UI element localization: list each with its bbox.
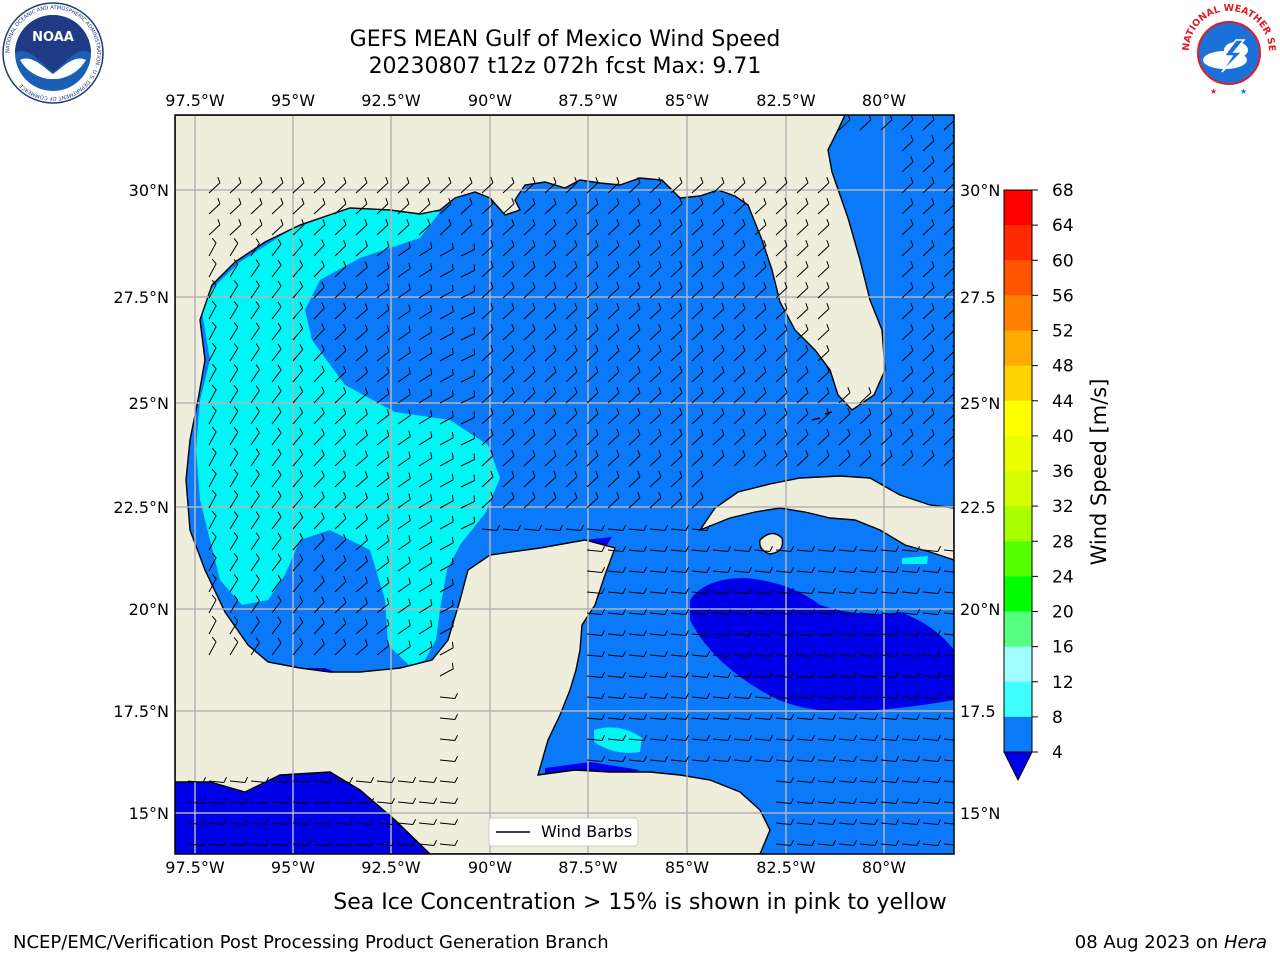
lat-label: 22.5°N — [113, 498, 169, 517]
lat-label: 27.5°N — [113, 288, 169, 307]
footer-host: Hera — [1223, 932, 1267, 953]
ocean-wind-8-12-patch — [902, 556, 928, 564]
map-frame — [174, 114, 955, 855]
nws-logo: NATIONAL WEATHER SERVICE ★ ★ — [1178, 0, 1278, 100]
colorbar-band — [1004, 716, 1032, 753]
legend-label: Wind Barbs — [541, 822, 632, 841]
map-subtitle-forecast: 20230807 t12z 072h fcst Max: 9.71 — [368, 54, 762, 79]
colorbar-tick-label: 20 — [1052, 603, 1074, 623]
lon-labels-bottom: 97.5°W 95°W 92.5°W 90°W 87.5°W 85°W 82.5… — [165, 858, 906, 877]
lon-label: 95°W — [271, 858, 315, 877]
lat-label: 20°N — [960, 600, 1000, 619]
lat-label: 25°N — [960, 394, 1000, 413]
colorbar-band — [1004, 260, 1032, 296]
map-title: GEFS MEAN Gulf of Mexico Wind Speed — [349, 27, 781, 52]
colorbar-band — [1004, 541, 1032, 577]
colorbar-tick-label: 36 — [1052, 462, 1074, 482]
colorbar-extend — [1003, 751, 1033, 782]
colorbar-band — [1004, 400, 1032, 437]
colorbar-tick-label: 48 — [1052, 357, 1074, 377]
svg-text:★: ★ — [1240, 87, 1247, 96]
colorbar-label: Wind Speed [m/s] — [1087, 379, 1111, 566]
lat-label: 15°N — [129, 804, 169, 823]
map-area — [175, 115, 954, 854]
colorbar-tick-label: 56 — [1052, 286, 1074, 306]
lon-label: 92.5°W — [361, 858, 421, 877]
lon-labels-top: 97.5°W 95°W 92.5°W 90°W 87.5°W 85°W 82.5… — [165, 91, 906, 110]
wind-barb-paths — [187, 115, 954, 846]
lat-label: 15°N — [960, 804, 1000, 823]
lon-label: 82.5°W — [756, 858, 816, 877]
colorbar-tick-label: 16 — [1052, 638, 1074, 658]
lat-labels-right: 30°N 27.5 25°N 22.5 20°N 17.5 15°N — [960, 181, 1000, 823]
colorbar-tick-label: 4 — [1052, 743, 1063, 763]
colorbar-tick-label: 44 — [1052, 392, 1074, 412]
lon-label: 87.5°W — [558, 858, 618, 877]
noaa-logo-text: NOAA — [32, 30, 74, 45]
colorbar-tick-label: 68 — [1052, 181, 1074, 201]
colorbar-band — [1004, 190, 1032, 226]
land-cuba — [698, 475, 954, 561]
sea-ice-note: Sea Ice Concentration > 15% is shown in … — [333, 890, 947, 915]
lat-label: 30°N — [129, 181, 169, 200]
lon-label: 95°W — [271, 91, 315, 110]
colorbar: 68 64 60 56 52 48 44 40 36 32 28 24 20 16 12 8 4 — [1003, 181, 1074, 782]
colorbar-tick-label: 28 — [1052, 532, 1074, 552]
lat-labels-left: 30°N 27.5°N 25°N 22.5°N 20°N 17.5°N 15°N — [113, 181, 169, 823]
lon-label: 80°W — [862, 858, 906, 877]
map-grid — [175, 115, 954, 854]
footer-credit: NCEP/EMC/Verification Post Processing Pr… — [13, 932, 609, 953]
lat-label: 30°N — [960, 181, 1000, 200]
colorbar-tick-label: 60 — [1052, 251, 1074, 271]
lon-label: 80°W — [862, 91, 906, 110]
colorbar-tick-label: 52 — [1052, 322, 1074, 342]
lon-label: 90°W — [468, 91, 512, 110]
noaa-logo: NATIONAL OCEANIC AND ATMOSPHERIC ADMINIS… — [2, 2, 104, 104]
lat-label: 20°N — [129, 600, 169, 619]
land-isle-of-youth — [759, 532, 784, 555]
lon-label: 87.5°W — [558, 91, 618, 110]
lon-label: 85°W — [665, 858, 709, 877]
lon-label: 85°W — [665, 91, 709, 110]
ocean-wind-lt4-zone — [690, 578, 954, 712]
colorbar-band — [1004, 295, 1032, 331]
colorbar-tick-label: 64 — [1052, 216, 1074, 236]
colorbar-band — [1004, 435, 1032, 472]
lat-label: 17.5 — [960, 702, 996, 721]
colorbar-band — [1004, 646, 1032, 683]
lon-label: 92.5°W — [361, 91, 421, 110]
lon-label: 97.5°W — [165, 858, 225, 877]
colorbar-tick-label: 8 — [1052, 708, 1063, 728]
colorbar-band — [1004, 330, 1032, 367]
svg-text:★: ★ — [1210, 87, 1217, 96]
colorbar-band — [1004, 506, 1032, 542]
colorbar-band — [1004, 611, 1032, 648]
wind-barbs-legend: Wind Barbs — [488, 817, 639, 847]
colorbar-tick-label: 40 — [1052, 427, 1074, 447]
colorbar-band — [1004, 681, 1032, 718]
colorbar-band — [1004, 365, 1032, 402]
lon-label: 90°W — [468, 858, 512, 877]
lat-label: 27.5 — [960, 288, 996, 307]
lat-label: 25°N — [129, 394, 169, 413]
colorbar-band — [1004, 225, 1032, 261]
wind-barbs — [187, 115, 954, 846]
lon-label: 82.5°W — [756, 91, 816, 110]
colorbar-band — [1004, 576, 1032, 612]
lon-label: 97.5°W — [165, 91, 225, 110]
ocean-wind-8-12-zone — [196, 208, 500, 666]
colorbar-band — [1004, 471, 1032, 507]
footer-date: 08 Aug 2023 on Hera — [1074, 932, 1267, 953]
lat-label: 22.5 — [960, 498, 996, 517]
colorbar-tick-label: 24 — [1052, 567, 1074, 587]
colorbar-tick-label: 32 — [1052, 497, 1074, 517]
lat-label: 17.5°N — [113, 702, 169, 721]
colorbar-tick-label: 12 — [1052, 673, 1074, 693]
